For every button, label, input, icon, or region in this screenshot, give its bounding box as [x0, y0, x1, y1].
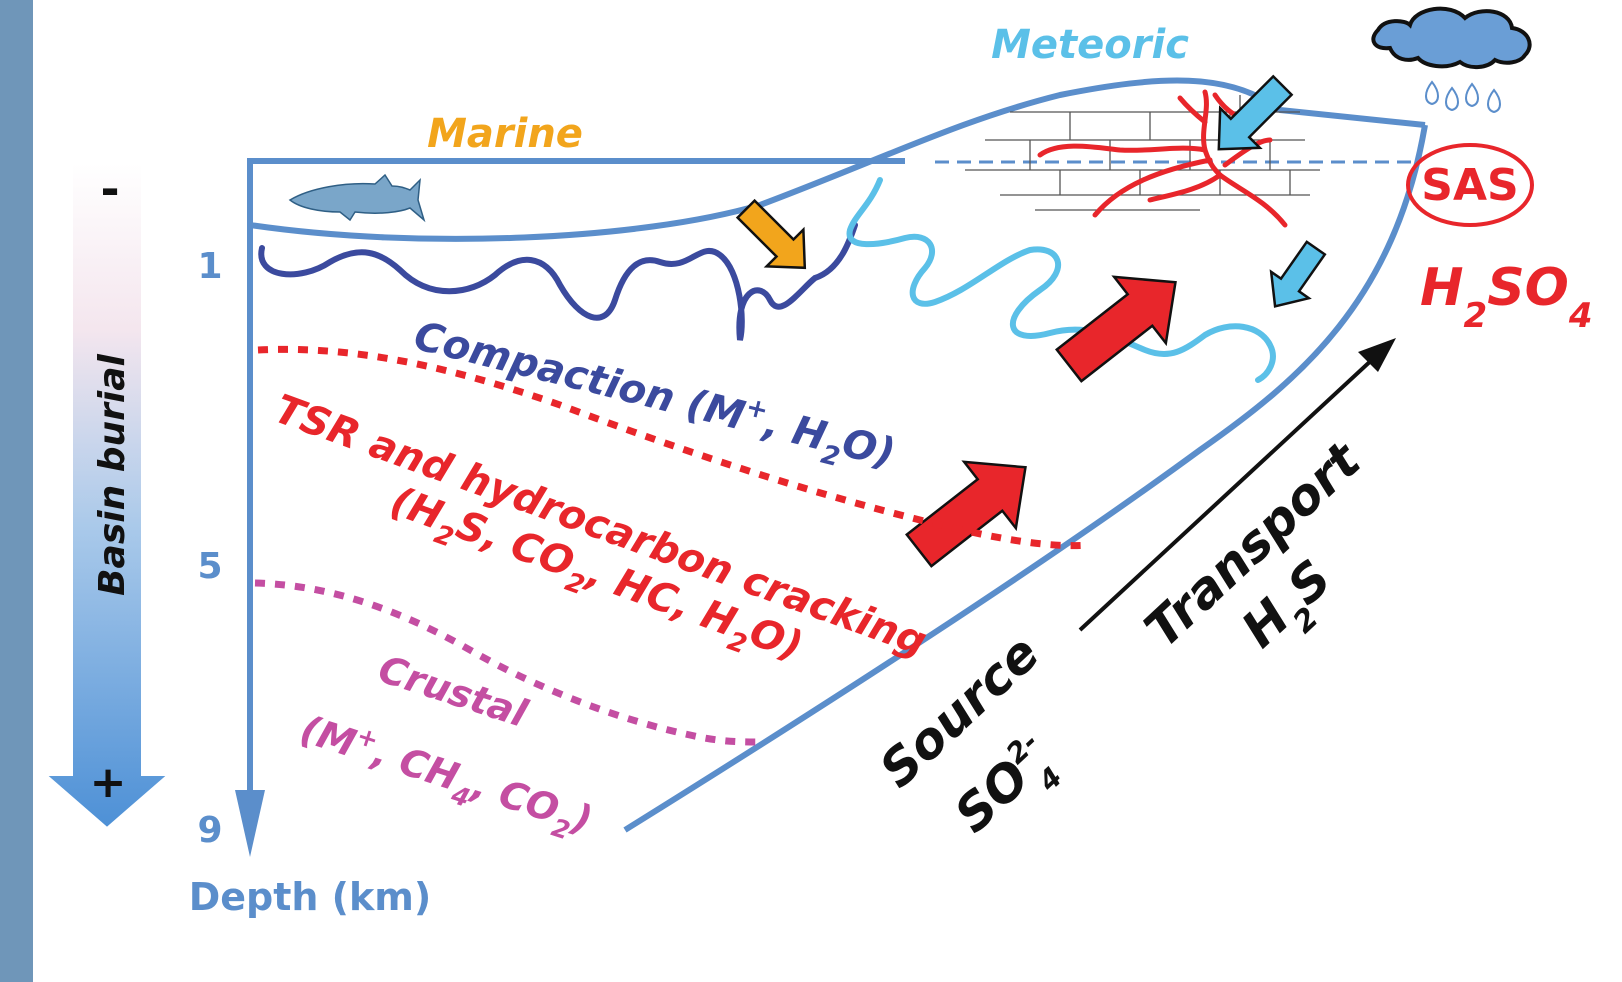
compaction-flow-line [258, 222, 858, 341]
crustal-label-line1: Crustal [373, 647, 533, 736]
marine-label: Marine [427, 111, 583, 157]
shark-icon [288, 173, 426, 223]
sas-ellipse [1406, 143, 1534, 227]
depth-tick-1: 1 [197, 246, 222, 287]
tsr-boundary-dotted [257, 345, 1091, 550]
transport-arrowhead [1358, 338, 1396, 372]
meteoric-inflow-arrow-upper [1217, 74, 1294, 151]
left-edge-bar [0, 0, 33, 982]
meteoric-flow-line [846, 177, 1276, 383]
tsr-fluid-arrow-lower [905, 460, 1027, 568]
burial-label: Basin burial [92, 353, 133, 595]
tsr-label-line1: TSR and hydrocarbon cracking [269, 386, 933, 665]
seafloor-surface [249, 77, 1426, 242]
marine-inflow-arrow [735, 198, 807, 270]
depth-axis-label: Depth (km) [189, 875, 432, 919]
karst-fracture-network [1037, 89, 1288, 228]
basin-frame [249, 77, 1428, 833]
depth-tick-5: 5 [197, 546, 222, 587]
basin-burial-arrow: - + Basin burial [43, 162, 171, 830]
meteoric-label: Meteoric [991, 22, 1189, 68]
basin-margin [623, 124, 1428, 833]
meteoric-inflow-arrow-lower [1269, 240, 1327, 308]
burial-minus: - [100, 162, 119, 216]
depth-tick-9: 9 [197, 810, 222, 851]
h2so4-label: H2SO4 [1420, 258, 1593, 336]
depth-axis: 1 5 9 Depth (km) [189, 158, 432, 919]
transport-arrow [1078, 338, 1396, 632]
tsr-fluid-arrow-upper [1055, 275, 1177, 383]
crustal-label-line2: (M+, CH4, CO2) [292, 704, 598, 851]
depth-axis-arrowhead [235, 790, 265, 857]
crustal-boundary-dotted [254, 579, 761, 746]
burial-plus: + [90, 757, 127, 808]
rain-cloud-icon [1371, 6, 1532, 114]
sas-label: SAS [1421, 160, 1518, 211]
